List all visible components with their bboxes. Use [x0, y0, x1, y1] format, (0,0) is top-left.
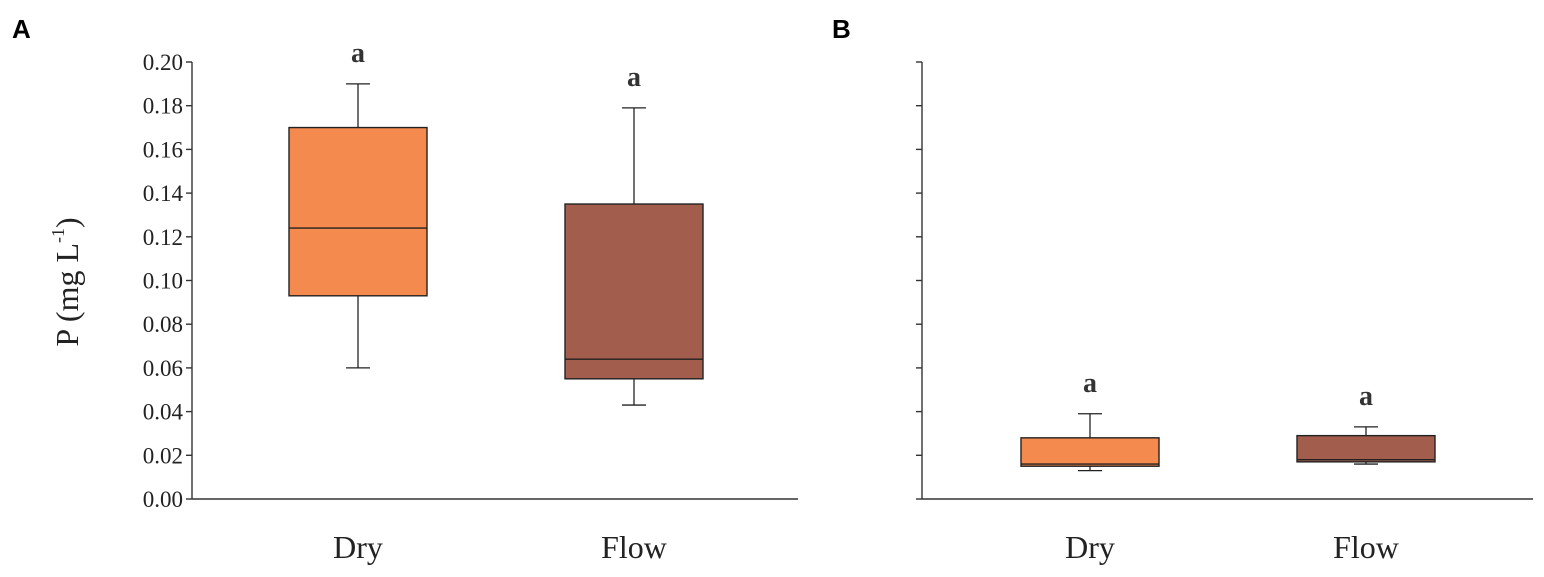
box-dry	[1020, 437, 1160, 467]
x-categories-a: Dry Flow	[333, 529, 667, 565]
y-axis-label-text: P (mg L	[49, 243, 85, 347]
significance-label-flow: a	[627, 62, 641, 93]
y-tick-label: 0.10	[143, 269, 183, 294]
panel-a: A P (mg L-1) 0.00 0.02 0.04 0.06 0.08 0.10 0.1…	[12, 14, 798, 565]
y-tick-label: 0.20	[143, 50, 183, 75]
significance-label-flow: a	[1359, 381, 1373, 412]
y-tick-label: 0.16	[143, 137, 183, 162]
y-tick-label: 0.04	[143, 400, 184, 425]
y-tick-label: 0.08	[143, 312, 183, 337]
x-category-label: Dry	[1065, 529, 1115, 565]
box-dry	[288, 126, 428, 297]
x-categories-b: Dry Flow	[1065, 529, 1399, 565]
box-flow	[1296, 434, 1436, 463]
box-flow	[564, 203, 704, 380]
y-tick-label: 0.18	[143, 94, 183, 119]
x-category-label: Flow	[1333, 529, 1399, 565]
x-category-label: Flow	[601, 529, 667, 565]
y-axis-label-sup: -1	[48, 228, 68, 243]
y-tick-label: 0.14	[143, 181, 184, 206]
significance-label-dry: a	[1083, 368, 1097, 399]
panel-letter-a: A	[12, 14, 31, 44]
boxes-a: aa	[288, 38, 704, 406]
panel-letter-b: B	[832, 14, 851, 44]
y-ticks-a: 0.00 0.02 0.04 0.06 0.08 0.10 0.12 0.14 0.16 0.18…	[143, 50, 192, 512]
significance-label-dry: a	[351, 38, 365, 69]
y-tick-label: 0.12	[143, 225, 183, 250]
y-tick-label: 0.02	[143, 443, 183, 468]
y-tick-label: 0.06	[143, 356, 183, 381]
y-axis-label-close: )	[49, 217, 85, 228]
y-ticks-b	[916, 61, 922, 500]
y-axis-label: P (mg L-1)	[48, 217, 85, 346]
y-tick-label: 0.00	[143, 487, 183, 512]
x-category-label: Dry	[333, 529, 383, 565]
